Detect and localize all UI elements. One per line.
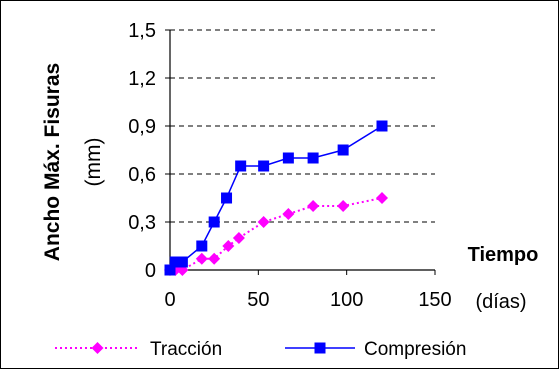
legend-label: Compresión xyxy=(364,339,466,360)
data-point-compresion xyxy=(376,120,388,132)
data-point-compresion xyxy=(337,144,349,156)
y-tick-label: 0,3 xyxy=(128,212,156,234)
x-tick-label: 50 xyxy=(247,289,269,311)
legend-item-compresion: Compresión xyxy=(285,339,466,360)
legend-item-traccion: Tracción xyxy=(55,339,222,360)
data-point-compresion xyxy=(208,216,220,228)
axes xyxy=(165,29,436,275)
data-point-traccion xyxy=(195,252,208,265)
y-axis-label: Ancho Máx. Fisuras xyxy=(41,63,64,261)
y-tick-label: 1,5 xyxy=(128,20,156,42)
x-tick-label: 150 xyxy=(418,289,451,311)
data-point-traccion xyxy=(337,200,350,212)
x-tick-labels: 0 50 100 150 xyxy=(164,289,451,311)
y-tick-labels: 0 0,3 0,6 0,9 1,2 1,5 xyxy=(128,20,156,282)
data-point-traccion xyxy=(257,216,270,228)
data-point-traccion xyxy=(208,252,221,265)
data-point-traccion xyxy=(232,232,245,244)
data-point-compresion xyxy=(235,160,247,172)
data-point-compresion xyxy=(221,192,233,204)
legend-marker xyxy=(91,342,104,354)
data-point-traccion xyxy=(282,208,295,220)
grid-lines xyxy=(170,29,435,223)
data-point-compresion xyxy=(282,152,294,164)
legend: Tracción Compresión xyxy=(55,339,466,360)
y-tick-label: 1,2 xyxy=(128,68,156,90)
data-point-traccion xyxy=(307,200,320,212)
data-point-traccion xyxy=(222,240,235,252)
legend-marker xyxy=(314,342,326,354)
data-point-traccion xyxy=(376,192,388,204)
x-tick-label: 100 xyxy=(330,289,363,311)
data-point-compresion xyxy=(196,240,208,252)
legend-label: Tracción xyxy=(150,339,222,360)
y-tick-label: 0,6 xyxy=(128,164,156,186)
data-point-compresion xyxy=(176,256,188,268)
series-traccion xyxy=(164,192,388,276)
y-tick-label: 0 xyxy=(145,260,156,282)
y-tick-label: 0,9 xyxy=(128,116,156,138)
data-point-compresion xyxy=(307,152,319,164)
series-layer xyxy=(164,120,388,276)
y-axis-unit: (mm) xyxy=(82,138,105,187)
series-compresion xyxy=(164,120,388,276)
x-tick-label: 0 xyxy=(164,289,175,311)
x-axis-unit: (días) xyxy=(475,291,526,313)
data-point-compresion xyxy=(258,160,270,172)
x-axis-label: Tiempo xyxy=(468,244,539,266)
